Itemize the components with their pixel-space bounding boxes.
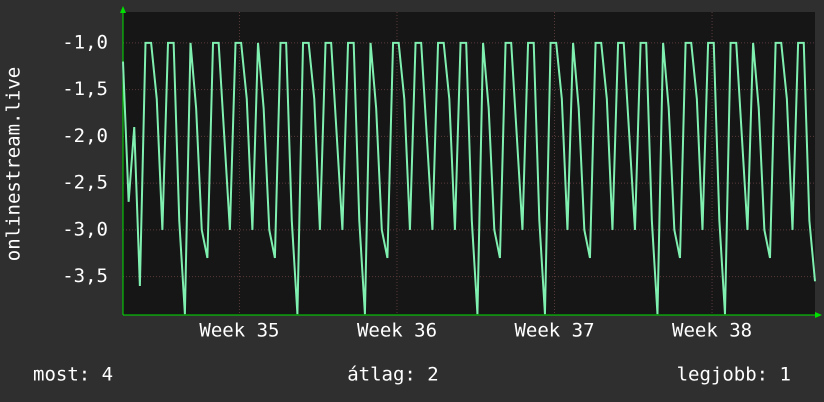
y-axis-label: onlinestream.live xyxy=(3,67,25,261)
footer-average: átlag: 2 xyxy=(347,364,439,386)
y-tick-label: -1,0 xyxy=(62,31,108,53)
axis-arrow xyxy=(120,6,126,13)
y-tick-label: -2,0 xyxy=(62,125,108,147)
data-line xyxy=(122,41,816,315)
x-tick-label: Week 35 xyxy=(199,320,279,342)
axis-arrow xyxy=(815,312,822,318)
x-tick-label: Week 36 xyxy=(357,320,437,342)
footer-best: legjobb: 1 xyxy=(677,364,791,386)
x-tick-label: Week 38 xyxy=(672,320,752,342)
y-tick-label: -3,5 xyxy=(62,265,108,287)
y-tick-label: -3,0 xyxy=(62,218,108,240)
footer-current: most: 4 xyxy=(33,364,113,386)
x-tick-label: Week 37 xyxy=(514,320,594,342)
y-tick-label: -1,5 xyxy=(62,78,108,100)
y-tick-label: -2,5 xyxy=(62,172,108,194)
